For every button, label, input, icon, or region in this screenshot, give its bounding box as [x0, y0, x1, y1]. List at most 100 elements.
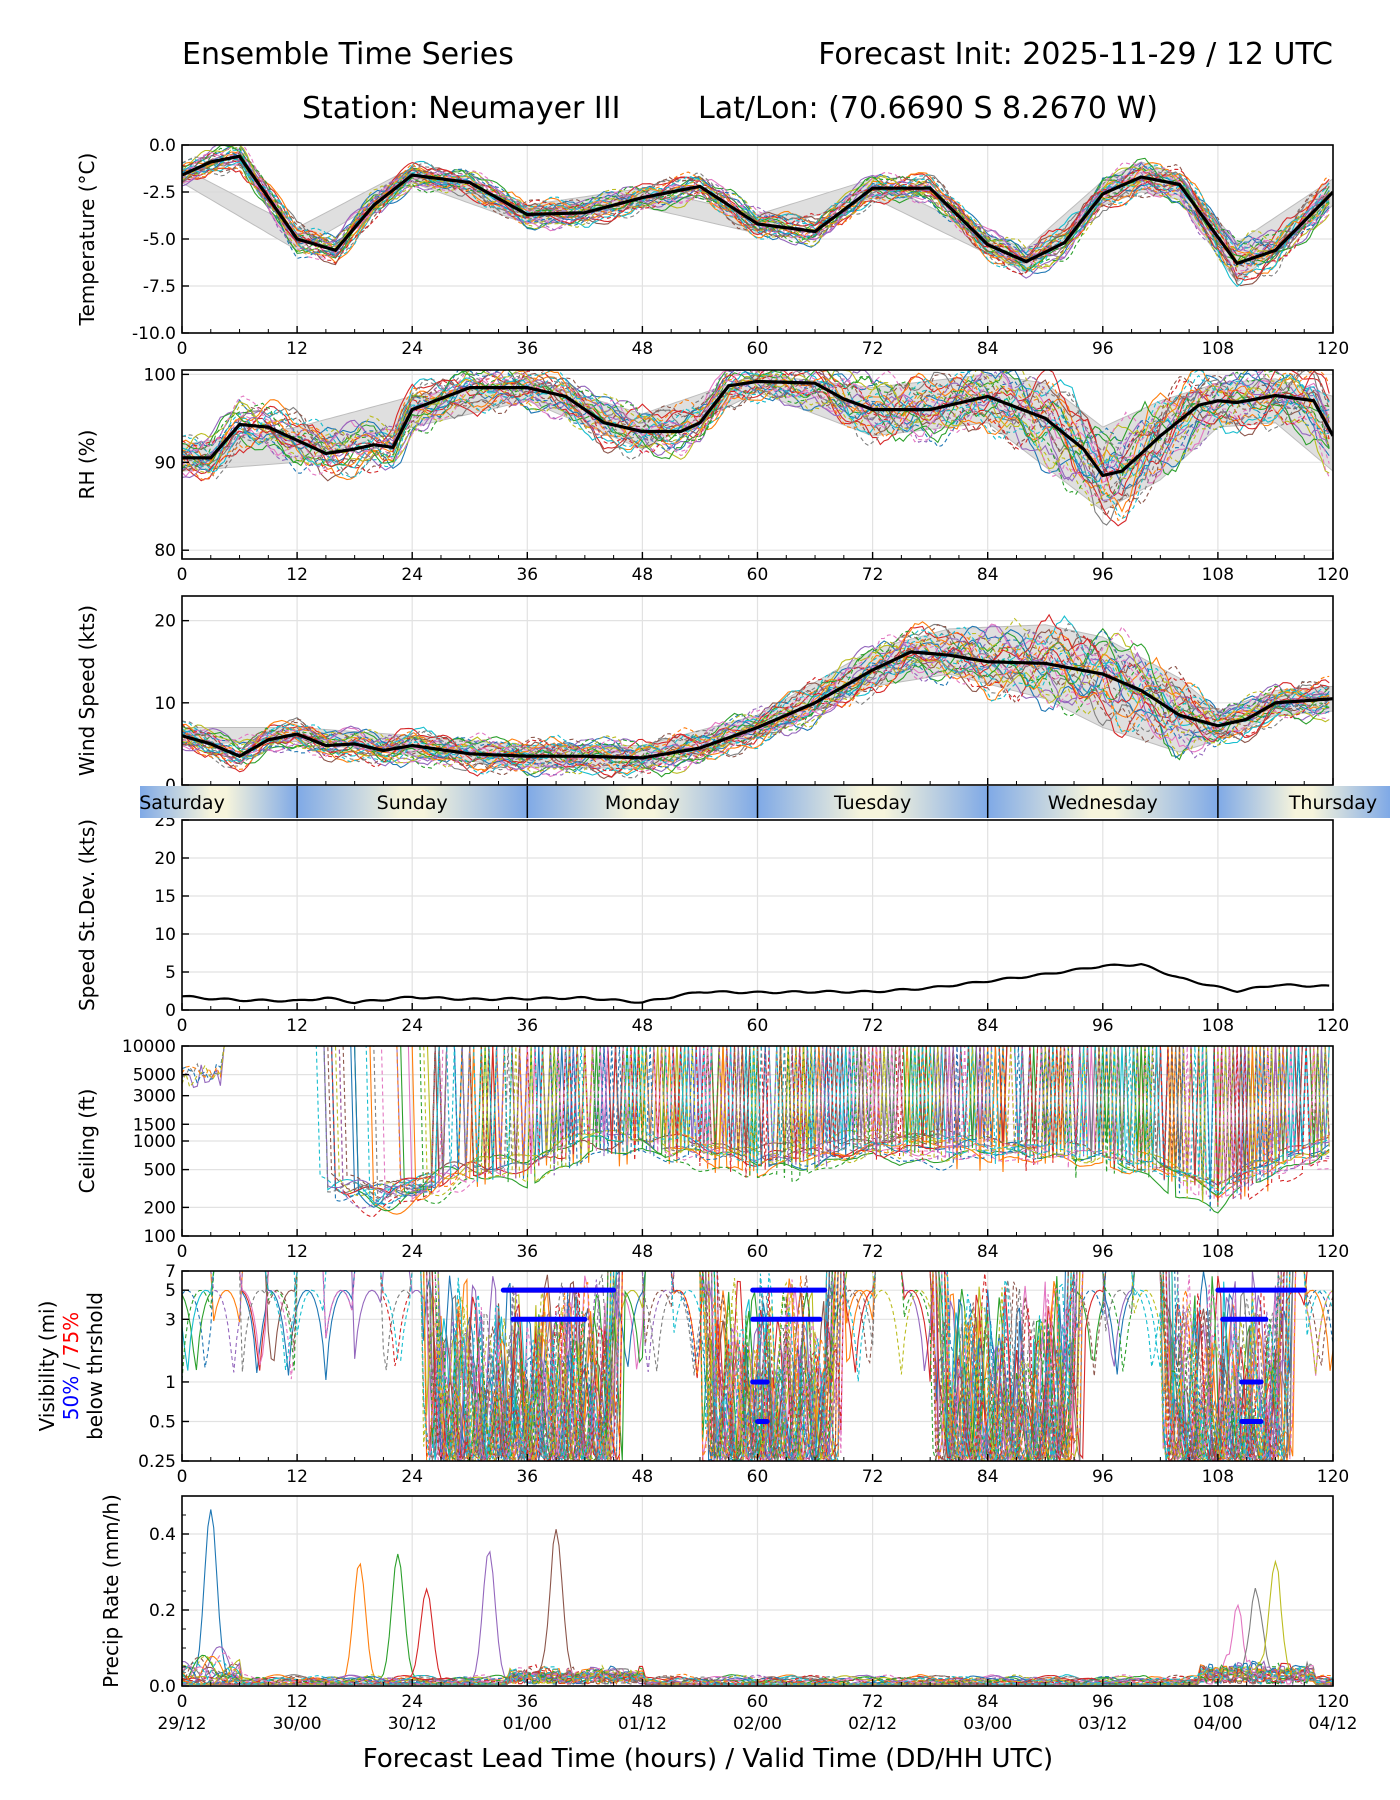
y-tick-label: 1500: [133, 1115, 176, 1135]
plot-area-0: [182, 145, 1333, 288]
x-tick-label: 24: [401, 1016, 423, 1036]
ensemble-mean-line: [182, 379, 1333, 478]
ensemble-member-line: [182, 621, 1330, 771]
x-tick-label: 60: [747, 1467, 769, 1487]
y-axis-label-4: Ceiling (ft): [75, 1089, 99, 1194]
x-tick-label: 120: [1317, 339, 1349, 359]
ceiling-member-line: [182, 1046, 1330, 1208]
ensemble-member-line: [182, 628, 1330, 772]
ensemble-member-line: [182, 623, 1330, 772]
x-tick-label: 84: [977, 1242, 999, 1262]
y-tick-label: 100: [144, 365, 176, 385]
valid-time-label: 02/00: [733, 1714, 782, 1734]
ceiling-member-line: [182, 1046, 1330, 1194]
title-right: Forecast Init: 2025-11-29 / 12 UTC: [818, 37, 1333, 72]
y-tick-label: 10: [154, 925, 176, 945]
day-segment: [987, 786, 1218, 818]
plot-area-4: [182, 1046, 1330, 1217]
x-tick-label: 48: [632, 565, 654, 585]
y-tick-label: 0.5: [149, 1412, 176, 1432]
y-tick-label: -2.5: [143, 183, 176, 203]
ensemble-member-line: [182, 370, 1330, 477]
day-label-saturday: Saturday: [139, 792, 225, 814]
x-tick-label: 108: [1202, 565, 1234, 585]
title-left: Ensemble Time Series: [182, 37, 514, 72]
x-tick-label: 84: [977, 1692, 999, 1712]
y-tick-label: 0.25: [138, 1452, 176, 1472]
axes-panel-1: 0 12 24 36 48 60 72 84 96 108 120 80 90 100: [144, 365, 1350, 585]
y-tick-label: 1: [165, 1373, 176, 1393]
x-tick-label: 12: [286, 1692, 308, 1712]
ensemble-member-line: [182, 370, 1330, 501]
ensemble-mean-line: [182, 154, 1333, 266]
ensemble-member-line: [182, 370, 1330, 482]
y-tick-label: -10.0: [132, 324, 176, 344]
x-tick-label: 84: [977, 1467, 999, 1487]
axes-panel-4: 0 12 24 36 48 60 72 84 96 108 120 100 200 500 10001500…: [122, 1037, 1349, 1262]
visibility-member-line: [182, 1271, 1333, 1461]
x-tick-label: 48: [632, 1467, 654, 1487]
ceiling-member-line: [182, 1046, 1330, 1212]
day-segment: [757, 786, 988, 818]
x-tick-label: 72: [862, 339, 884, 359]
x-tick-label: 12: [286, 339, 308, 359]
ensemble-member-line: [182, 370, 1330, 474]
x-tick-label: 120: [1317, 1467, 1349, 1487]
x-tick-label: 72: [862, 1467, 884, 1487]
ensemble-member-line: [182, 370, 1330, 517]
ensemble-member-line: [182, 145, 1330, 268]
y-tick-label: 1000: [133, 1132, 176, 1152]
visibility-member-line: [182, 1271, 1333, 1461]
x-tick-label: 0: [177, 1467, 188, 1487]
y-tick-label: 0.2: [149, 1601, 176, 1621]
day-band: Saturday Sunday Monday Tuesday Wednesday Thur…: [139, 786, 1390, 818]
y-tick-label: 0.0: [149, 136, 176, 156]
y-tick-label: -5.0: [143, 230, 176, 250]
ensemble-member-line: [182, 162, 1330, 268]
x-tick-label: 36: [516, 1242, 538, 1262]
axes-panel-6: 0 12 24 36 48 60 72 84 96 108 120 0.0 0.2 0.4: [149, 1495, 1349, 1712]
x-tick-label: 120: [1317, 1016, 1349, 1036]
y-axis-label-2: Wind Speed (kts): [75, 605, 99, 776]
x-tick-label: 120: [1317, 1692, 1349, 1712]
ensemble-mean-line: [182, 650, 1333, 760]
y-tick-label: 20: [154, 849, 176, 869]
ensemble-member-line: [182, 370, 1330, 520]
x-tick-label: 24: [401, 1242, 423, 1262]
x-tick-label: 72: [862, 1242, 884, 1262]
x-tick-label: 96: [1092, 1692, 1114, 1712]
x-tick-label: 24: [401, 1467, 423, 1487]
y-tick-label: 0.0: [149, 1677, 176, 1697]
x-tick-label: 60: [747, 565, 769, 585]
ensemble-member-line: [182, 370, 1330, 513]
visibility-member-line: [182, 1271, 1333, 1461]
legend-50-percent: 50%: [59, 1376, 83, 1420]
valid-time-label: 04/00: [1193, 1714, 1242, 1734]
axes-panel-0: 0 12 24 36 48 60 72 84 96 108 120 -10.0 -7.5 -5.0 -2.5…: [132, 136, 1349, 359]
x-tick-label: 60: [747, 339, 769, 359]
day-segment: [297, 786, 528, 818]
day-segment: [1217, 786, 1390, 818]
valid-time-label: 04/12: [1309, 1714, 1358, 1734]
valid-time-label: 29/12: [158, 1714, 207, 1734]
ensemble-member-line: [182, 145, 1330, 269]
precip-member-line: [182, 1665, 1333, 1685]
ensemble-member-line: [182, 370, 1330, 497]
valid-time-label: 01/12: [618, 1714, 667, 1734]
x-tick-label: 36: [516, 339, 538, 359]
x-tick-label: 72: [862, 1692, 884, 1712]
y-axis-label-0: Temperature (°C): [75, 153, 99, 327]
x-tick-label: 12: [286, 1016, 308, 1036]
x-tick-label: 60: [747, 1692, 769, 1712]
y-tick-label: 5: [165, 963, 176, 983]
ensemble-member-line: [182, 623, 1330, 775]
ceiling-member-line: [182, 1046, 1330, 1189]
x-tick-label: 120: [1317, 565, 1349, 585]
valid-time-label: 03/12: [1078, 1714, 1127, 1734]
precip-member-line: [182, 1664, 1333, 1685]
x-tick-label: 84: [977, 565, 999, 585]
x-tick-label: 48: [632, 1242, 654, 1262]
x-tick-label: 96: [1092, 1016, 1114, 1036]
ceiling-member-line: [182, 1046, 1330, 1187]
